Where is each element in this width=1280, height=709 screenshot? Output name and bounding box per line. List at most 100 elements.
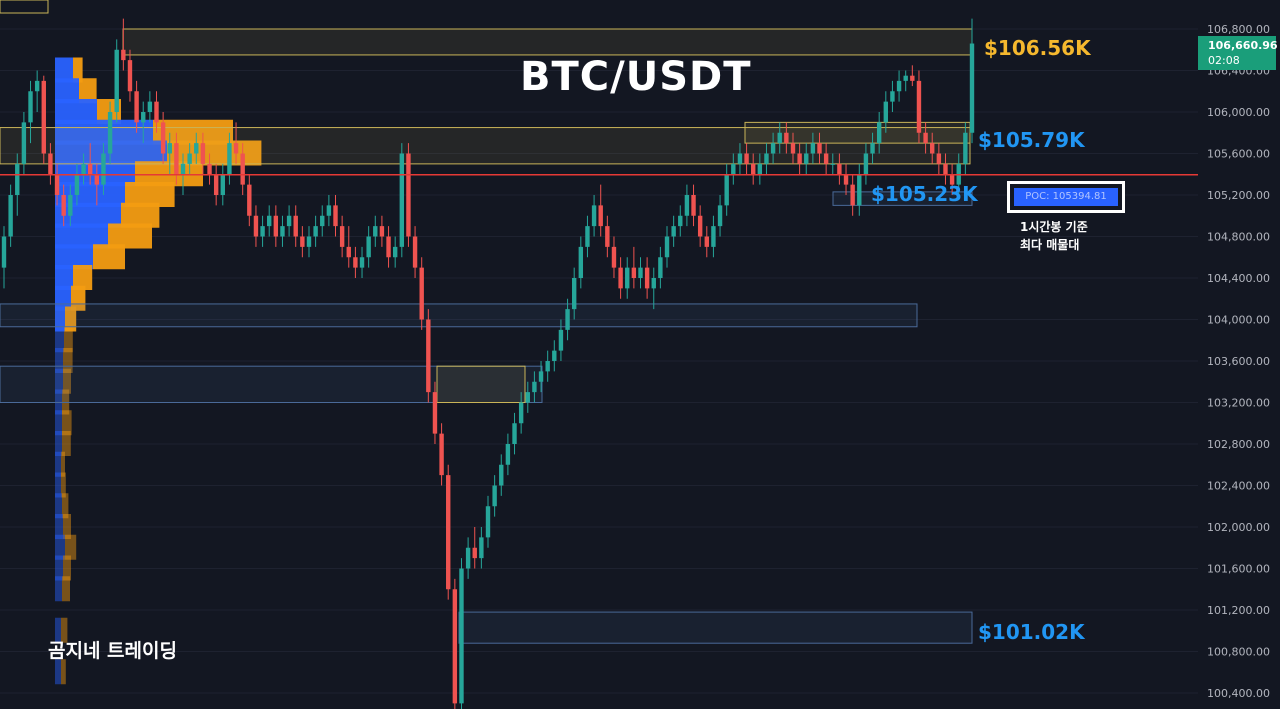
candle-body — [943, 163, 948, 175]
candle-body — [664, 236, 670, 258]
candle-body — [764, 153, 769, 164]
poc-caption: 1시간봉 기준 최다 매물대 — [1020, 218, 1088, 254]
candle-body — [353, 257, 358, 268]
y-tick-label: 106,800.00 — [1207, 23, 1270, 36]
candle-body — [465, 547, 471, 569]
candle-body — [631, 267, 637, 278]
candle-body — [903, 75, 908, 81]
candle-body — [870, 143, 875, 154]
candle-body — [804, 153, 809, 164]
y-tick-label: 104,800.00 — [1207, 231, 1270, 244]
zone-box — [122, 28, 973, 56]
candle-body — [359, 257, 365, 268]
candle-body — [479, 537, 484, 559]
vp-buy-bar — [55, 617, 61, 643]
vp-buy-bar — [55, 576, 62, 602]
candle-body — [320, 215, 325, 227]
candle-body — [890, 91, 895, 102]
candle-body — [227, 143, 232, 175]
vp-sell-bar — [62, 431, 71, 456]
y-tick-label: 102,000.00 — [1207, 521, 1270, 534]
candle-body — [81, 163, 86, 175]
candle-body — [618, 267, 623, 289]
candle-body — [48, 153, 53, 175]
candle-body — [406, 153, 411, 237]
candle-body — [399, 153, 405, 247]
candle-body — [532, 381, 537, 393]
candle-body — [21, 122, 27, 164]
candle-body — [777, 132, 782, 144]
y-tick-label: 105,600.00 — [1207, 148, 1270, 161]
candle-body — [61, 195, 66, 216]
vp-sell-bar — [62, 576, 70, 602]
candle-body — [605, 226, 610, 247]
vp-sell-bar — [61, 451, 65, 477]
y-tick-label: 100,400.00 — [1207, 687, 1270, 700]
candle-body — [512, 423, 517, 444]
vp-sell-bar — [62, 410, 72, 436]
vp-sell-bar — [73, 57, 83, 83]
candle-body — [949, 174, 955, 185]
y-tick-label: 102,800.00 — [1207, 438, 1270, 451]
top-left-box — [0, 0, 49, 14]
vp-buy-bar — [55, 514, 63, 539]
candle-body — [644, 267, 650, 289]
vp-buy-bar — [55, 348, 63, 373]
poc-label: POC: 105394.81 — [1014, 188, 1118, 206]
candle-body — [850, 184, 855, 206]
candle-body — [505, 444, 511, 465]
candle-body — [916, 80, 922, 133]
candle-body — [611, 246, 617, 268]
level-label-101-02: $101.02K — [978, 620, 1085, 644]
candle-body — [439, 433, 444, 476]
candle-body — [843, 174, 849, 185]
vp-sell-bar — [73, 265, 93, 290]
vp-sell-bar — [79, 78, 97, 104]
chart-title: BTC/USDT — [520, 54, 752, 100]
y-tick-label: 100,800.00 — [1207, 646, 1270, 659]
candle-body — [678, 215, 683, 227]
candle-body — [591, 205, 597, 227]
zone-box — [832, 191, 973, 206]
vp-buy-bar — [55, 265, 73, 290]
candle-body — [207, 163, 212, 175]
candle-body — [518, 402, 524, 424]
candle-body — [240, 153, 245, 185]
candle-body — [837, 163, 842, 175]
candle-body — [41, 80, 46, 154]
candle-body — [1, 236, 7, 268]
vp-buy-bar — [55, 431, 62, 456]
candle-body — [817, 143, 822, 154]
candle-body — [412, 236, 418, 268]
current-price-badge: 106,660.96 02:08 — [1198, 36, 1278, 70]
candle-body — [671, 226, 676, 237]
candle-body — [830, 163, 835, 165]
candle-body — [373, 226, 378, 237]
candle-body — [101, 153, 106, 185]
candle-body — [810, 143, 816, 154]
vp-buy-bar — [55, 368, 63, 394]
vp-sell-bar — [93, 244, 125, 270]
zone-box — [458, 611, 973, 644]
candle-body — [717, 205, 723, 227]
candle-body — [74, 174, 80, 195]
y-tick-label: 106,000.00 — [1207, 106, 1270, 119]
vp-sell-bar — [63, 368, 71, 394]
candle-body — [260, 226, 265, 237]
level-label-106-56: $106.56K — [984, 36, 1091, 60]
candle-body — [863, 153, 869, 175]
vp-sell-bar — [63, 514, 71, 539]
candle-body — [770, 143, 776, 154]
level-label-105-79: $105.79K — [978, 128, 1085, 152]
candle-body — [379, 226, 385, 237]
vp-sell-bar — [61, 472, 66, 498]
candle-body — [883, 101, 889, 123]
y-tick-label: 103,200.00 — [1207, 397, 1270, 410]
candle-body — [147, 101, 153, 112]
vp-buy-bar — [55, 493, 62, 519]
candle-body — [499, 464, 504, 486]
candle-body — [87, 163, 93, 175]
vp-sell-bar — [65, 534, 77, 560]
